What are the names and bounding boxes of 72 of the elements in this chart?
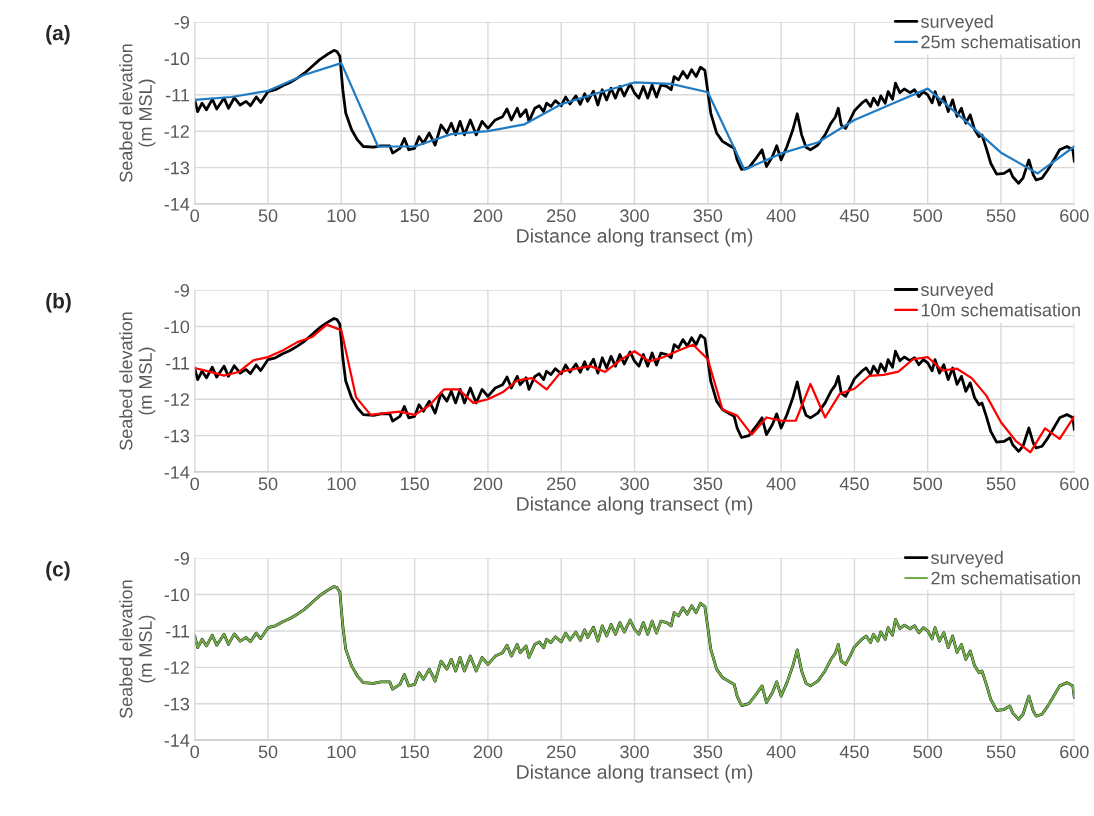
legend-label: surveyed bbox=[921, 282, 993, 300]
x-tick-label: 500 bbox=[913, 209, 943, 223]
x-tick-label: 500 bbox=[913, 745, 943, 759]
legend-label: surveyed bbox=[931, 550, 1003, 568]
x-tick-label: 0 bbox=[190, 745, 200, 759]
y-tick-label: -9 bbox=[174, 15, 190, 29]
x-tick-label: 250 bbox=[547, 477, 576, 491]
x-tick-label: 400 bbox=[766, 745, 796, 759]
y-tick-label: -11 bbox=[165, 88, 189, 102]
y-tick-label: -14 bbox=[164, 198, 190, 211]
y-tick-label: -10 bbox=[164, 588, 190, 602]
y-tick-label: -13 bbox=[164, 429, 190, 443]
x-tick-label: 250 bbox=[547, 745, 576, 759]
x-axis-title: Distance along transect (m) bbox=[517, 228, 753, 247]
y-tick-label: -9 bbox=[174, 552, 190, 565]
x-tick-label: 500 bbox=[913, 477, 943, 491]
y-tick-label: -13 bbox=[164, 697, 190, 711]
x-axis-title: Distance along transect (m) bbox=[517, 764, 753, 783]
x-tick-label: 450 bbox=[839, 209, 869, 223]
y-tick-label: -13 bbox=[164, 161, 190, 175]
x-tick-label: 0 bbox=[190, 477, 200, 491]
chart-title: (a) bbox=[46, 25, 70, 45]
y-tick-label: -12 bbox=[164, 393, 189, 406]
y-axis-title: Seabed elevation (m MSL) bbox=[119, 312, 156, 451]
x-tick-label: 300 bbox=[620, 209, 649, 223]
x-tick-label: 600 bbox=[1060, 209, 1089, 223]
x-tick-label: 150 bbox=[400, 745, 429, 759]
x-tick-label: 300 bbox=[620, 745, 649, 759]
x-tick-label: 400 bbox=[766, 209, 796, 223]
y-tick-label: -10 bbox=[164, 320, 190, 334]
y-tick-label: -14 bbox=[164, 466, 190, 479]
x-tick-label: 550 bbox=[986, 745, 1016, 759]
x-tick-label: 50 bbox=[258, 745, 278, 759]
x-tick-label: 550 bbox=[986, 477, 1016, 491]
y-tick-label: -12 bbox=[164, 661, 189, 674]
x-tick-label: 0 bbox=[190, 209, 200, 223]
legend-label: 2m schematisation bbox=[931, 571, 1080, 585]
x-tick-label: 50 bbox=[258, 209, 278, 223]
x-tick-label: 600 bbox=[1060, 477, 1089, 491]
x-tick-label: 350 bbox=[693, 477, 723, 491]
x-tick-label: 350 bbox=[693, 745, 723, 759]
x-axis-title: Distance along transect (m) bbox=[517, 496, 753, 515]
chart-title: (c) bbox=[46, 561, 70, 581]
y-tick-label: -11 bbox=[165, 625, 189, 638]
x-tick-label: 550 bbox=[986, 209, 1016, 223]
y-tick-label: -12 bbox=[164, 125, 189, 138]
x-tick-label: 200 bbox=[473, 745, 503, 759]
x-tick-label: 200 bbox=[473, 477, 503, 491]
legend-label: 10m schematisation bbox=[921, 303, 1080, 317]
x-tick-label: 150 bbox=[400, 477, 429, 491]
x-tick-label: 600 bbox=[1060, 745, 1089, 759]
y-axis-title: Seabed elevation (m MSL) bbox=[119, 580, 156, 719]
legend-label: 25m schematisation bbox=[921, 35, 1080, 49]
y-tick-label: -14 bbox=[164, 734, 190, 747]
x-tick-label: 400 bbox=[766, 477, 796, 491]
x-tick-label: 350 bbox=[693, 209, 723, 223]
x-tick-label: 100 bbox=[327, 477, 356, 491]
chart-title: (b) bbox=[46, 293, 71, 313]
legend-label: surveyed bbox=[921, 14, 993, 32]
y-tick-label: -10 bbox=[164, 52, 190, 66]
y-axis-title: Seabed elevation (m MSL) bbox=[119, 44, 156, 182]
x-tick-label: 300 bbox=[620, 477, 649, 491]
x-tick-label: 50 bbox=[258, 477, 278, 491]
x-tick-label: 150 bbox=[400, 209, 429, 223]
x-tick-label: 100 bbox=[327, 209, 356, 223]
x-tick-label: 450 bbox=[839, 477, 869, 491]
x-tick-label: 250 bbox=[547, 209, 576, 223]
x-tick-label: 450 bbox=[839, 745, 869, 759]
y-tick-label: -11 bbox=[165, 357, 189, 370]
x-tick-label: 100 bbox=[327, 745, 356, 759]
y-tick-label: -9 bbox=[174, 284, 190, 297]
x-tick-label: 200 bbox=[473, 209, 503, 223]
